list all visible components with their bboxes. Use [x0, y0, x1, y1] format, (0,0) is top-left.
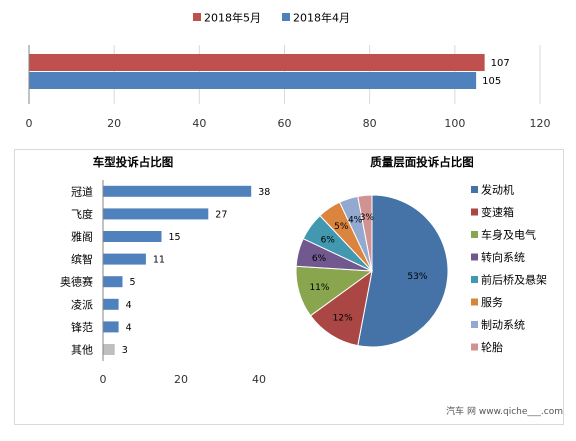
c2-bar — [103, 231, 162, 242]
c2-category-label: 奥德赛 — [60, 275, 93, 289]
c3-legend-label: 转向系统 — [481, 250, 525, 264]
c1-bar-label: 105 — [482, 76, 501, 87]
c2-category-label: 锋范 — [71, 320, 93, 334]
c1-bars: 107 105 — [29, 54, 510, 89]
c3-slice-label: 6% — [321, 235, 336, 245]
c2-title: 车型投诉占比图 — [93, 155, 174, 169]
c1-x-tick: 20 — [107, 117, 121, 130]
c3-slice-label: 5% — [334, 222, 349, 232]
c2-bar-label: 5 — [130, 277, 136, 288]
c3-legend-label: 服务 — [481, 296, 503, 309]
c1-x-tick: 60 — [278, 117, 292, 130]
c3-legend-swatch — [471, 186, 478, 193]
c2-category-label: 飞度 — [71, 207, 93, 221]
c2-bar-label: 15 — [169, 232, 181, 243]
c3-slice-label: 3% — [360, 213, 375, 223]
c2-x-tick-labels: 0 20 40 — [100, 373, 267, 386]
c2-bar — [103, 298, 119, 310]
c3-slice-label: 6% — [312, 254, 327, 264]
c2-bar-label: 38 — [258, 187, 270, 198]
c1-x-tick: 100 — [444, 117, 465, 130]
c1-bar — [29, 54, 485, 71]
c2-category-label: 缤智 — [71, 252, 93, 266]
c3-slice — [357, 194, 449, 348]
c3-slice-label: 4% — [348, 215, 363, 225]
quality-complaints-chart: 质量层面投诉占比图 53% 12% 11% 6% 6% 5%4%3% 发动机变速箱车身及电… — [295, 155, 547, 354]
c3-slice — [357, 194, 373, 272]
c3-legend-label: 制动系统 — [481, 319, 525, 332]
c2-x-tick: 0 — [100, 373, 107, 386]
c2-bar-label: 4 — [126, 300, 132, 311]
c2-bar — [103, 321, 119, 333]
c2-bar-label: 11 — [153, 255, 165, 266]
c3-legend-label: 轮胎 — [481, 340, 503, 354]
c1-legend-swatch — [193, 13, 201, 21]
c3-slice-label: 53% — [407, 272, 427, 282]
c1-legend-label: 2018年4月 — [293, 11, 350, 25]
c2-category-label: 冠道 — [71, 184, 93, 198]
c2-bar-label: 4 — [126, 322, 132, 333]
c1-x-tick: 40 — [192, 117, 206, 130]
c3-legend-label: 发动机 — [481, 183, 514, 197]
c2-category-label: 凌派 — [71, 297, 93, 311]
c1-x-tick: 0 — [26, 117, 33, 130]
c1-x-tick-labels: 0 20 40 60 80 100 120 — [26, 117, 551, 130]
watermark: 汽车 网 www.qiche___.com — [446, 405, 563, 417]
c3-pie: 53% 12% 11% 6% 6% 5%4%3% — [295, 194, 449, 348]
c2-bar — [103, 344, 115, 355]
monthly-comparison-chart: 2018年5月 2018年4月 107 105 0 20 40 60 80 100 120 — [26, 11, 551, 131]
c3-legend-swatch — [471, 208, 478, 216]
c2-bars: 冠道 38 飞度 27 雅阁 15 缤智 11 奥德赛 5 凌派 4 锋范 4 其他 3 — [60, 184, 270, 356]
c1-legend: 2018年5月 2018年4月 — [193, 11, 350, 25]
c3-legend-swatch — [471, 253, 478, 261]
c1-x-tick: 80 — [363, 117, 377, 130]
c1-bar — [29, 72, 477, 89]
bottom-panel-frame — [14, 149, 564, 425]
c2-bar-label: 3 — [122, 345, 128, 356]
c3-legend-swatch — [471, 276, 478, 283]
c3-legend-label: 变速箱 — [481, 205, 514, 219]
c1-x-tick: 120 — [530, 117, 551, 130]
c2-category-label: 雅阁 — [71, 230, 93, 244]
c3-legend-swatch — [471, 321, 478, 328]
c3-slice-label: 11% — [309, 283, 329, 293]
c2-bar — [103, 253, 146, 265]
model-complaints-chart: 车型投诉占比图 冠道 38 飞度 27 雅阁 15 缤智 11 奥德赛 5 凌派 4 锋范 4 其他 3 0 2… — [60, 155, 270, 386]
c2-x-tick: 20 — [174, 373, 188, 386]
c2-bar — [103, 276, 123, 288]
c1-bar-label: 107 — [491, 58, 510, 69]
c2-x-tick: 40 — [252, 373, 266, 386]
c2-bar — [103, 208, 209, 220]
c1-legend-swatch — [282, 13, 290, 21]
c3-legend-swatch — [471, 298, 478, 306]
c2-category-label: 其他 — [71, 344, 93, 357]
c3-legend-label: 车身及电气 — [481, 228, 536, 242]
c3-legend-swatch — [471, 231, 478, 238]
c3-legend-swatch — [471, 343, 478, 351]
c3-legend-label: 前后桥及悬架 — [481, 273, 547, 287]
c2-bar-label: 27 — [215, 209, 227, 220]
c2-bar — [103, 185, 252, 197]
c3-title: 质量层面投诉占比图 — [370, 155, 474, 169]
c1-legend-label: 2018年5月 — [204, 11, 261, 25]
c3-slice-label: 12% — [333, 314, 353, 324]
